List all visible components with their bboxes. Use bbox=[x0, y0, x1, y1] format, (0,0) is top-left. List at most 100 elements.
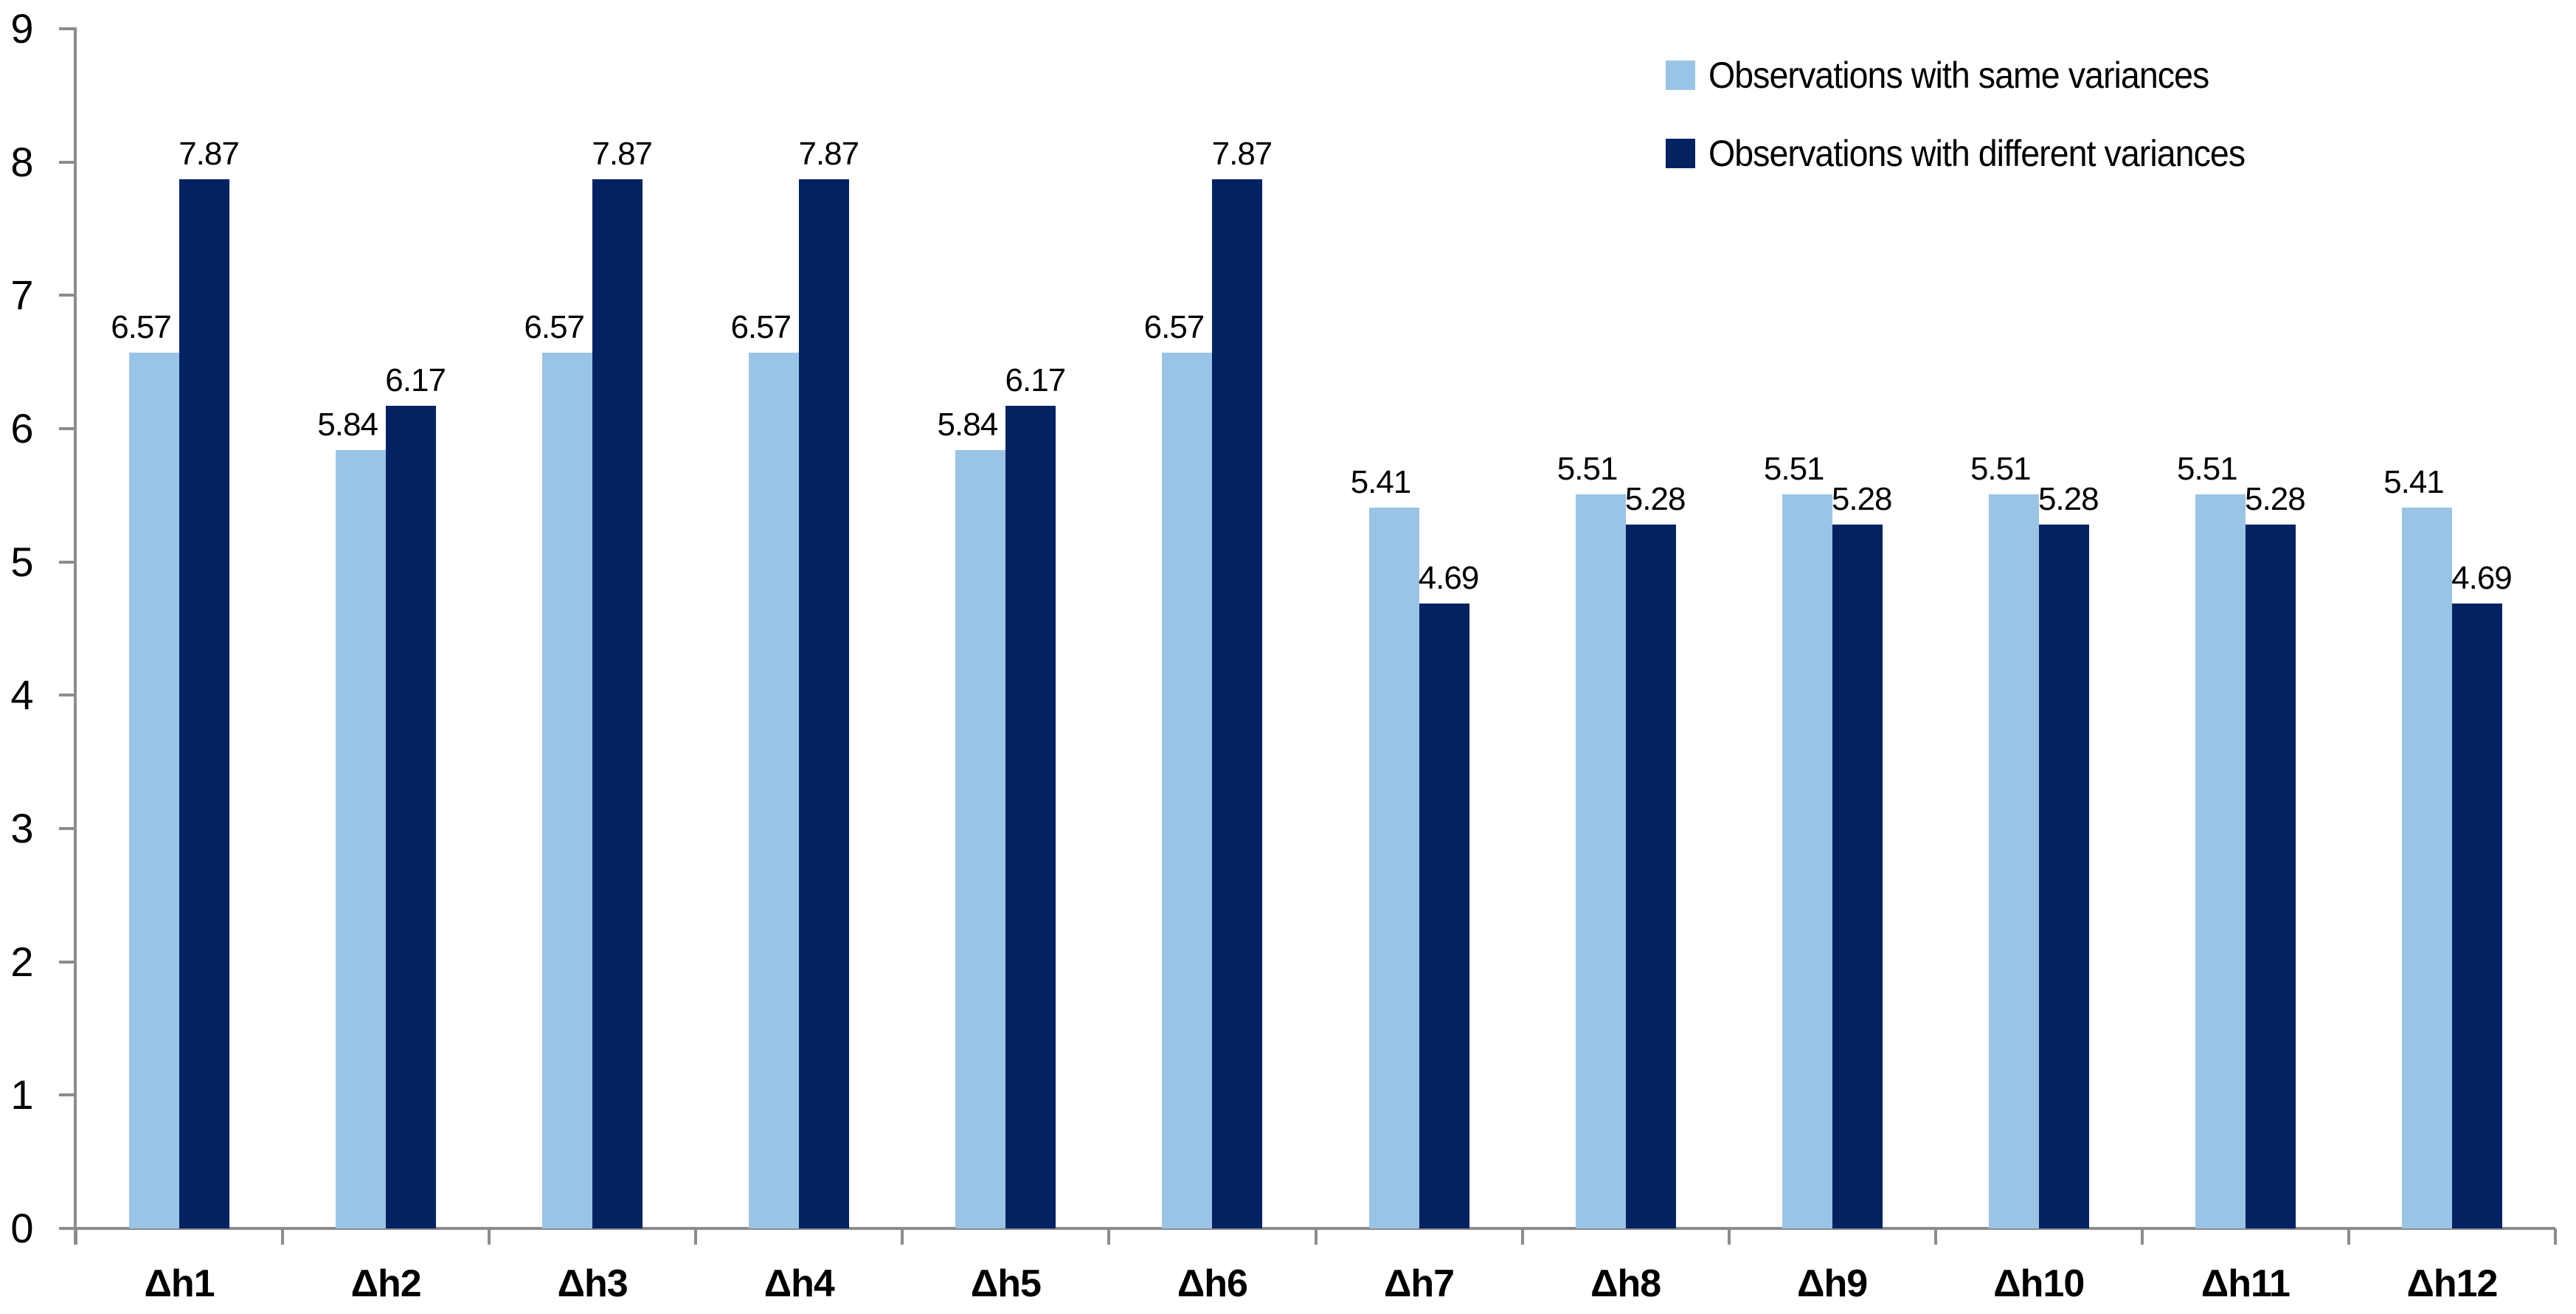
x-tick bbox=[488, 1228, 491, 1245]
legend-label-different-variances: Observations with different variances bbox=[1708, 133, 2246, 174]
bar-same-variances bbox=[2195, 494, 2246, 1228]
bar-different-variances bbox=[386, 406, 437, 1228]
x-tick bbox=[1107, 1228, 1111, 1245]
bar-same-variances bbox=[955, 449, 1006, 1228]
bar-same-variances bbox=[129, 353, 180, 1228]
y-tick bbox=[59, 27, 74, 30]
bar-value-label-same: 5.41 bbox=[2383, 463, 2445, 500]
legend-item-different-variances: Observations with different variances bbox=[1666, 133, 2285, 174]
bar-value-label-different: 7.87 bbox=[1211, 136, 1273, 173]
bar-different-variances bbox=[1832, 525, 1883, 1228]
x-category-label: Δh4 bbox=[764, 1262, 835, 1305]
bar-value-label-same: 6.57 bbox=[1143, 309, 1205, 346]
y-tick-label: 3 bbox=[10, 805, 34, 851]
legend-label-same-variances: Observations with same variances bbox=[1708, 55, 2209, 96]
legend-swatch-different-variances bbox=[1666, 139, 1695, 168]
bar-value-label-different: 4.69 bbox=[2451, 559, 2513, 596]
bar-value-label-different: 5.28 bbox=[1831, 481, 1893, 518]
bar-value-label-same: 5.41 bbox=[1350, 463, 1412, 500]
x-tick bbox=[2554, 1228, 2557, 1245]
bar-value-label-same: 5.51 bbox=[1557, 450, 1618, 487]
x-tick bbox=[694, 1228, 698, 1245]
x-category-label: Δh12 bbox=[2406, 1262, 2498, 1305]
bar-different-variances bbox=[2451, 603, 2502, 1228]
bar-value-label-same: 5.84 bbox=[317, 406, 378, 443]
bar-different-variances bbox=[1419, 603, 1469, 1228]
legend-item-same-variances: Observations with same variances bbox=[1666, 55, 2285, 96]
bar-value-label-same: 5.84 bbox=[937, 406, 999, 443]
x-category-label: Δh8 bbox=[1590, 1262, 1661, 1305]
legend-swatch-same-variances bbox=[1666, 60, 1695, 90]
bar-same-variances bbox=[749, 353, 800, 1228]
x-category-label: Δh5 bbox=[970, 1262, 1042, 1305]
x-category-label: Δh9 bbox=[1797, 1262, 1868, 1305]
y-tick-label: 4 bbox=[10, 671, 34, 719]
legend: Observations with same variances Observa… bbox=[1666, 55, 2285, 217]
x-category-label: Δh7 bbox=[1384, 1262, 1455, 1305]
bar-different-variances bbox=[592, 179, 643, 1228]
y-tick bbox=[59, 294, 74, 297]
bar-value-label-different: 7.87 bbox=[592, 136, 653, 173]
x-category-label: Δh10 bbox=[1993, 1262, 2085, 1305]
bar-different-variances bbox=[179, 179, 230, 1228]
bar-same-variances bbox=[542, 353, 593, 1228]
bar-same-variances bbox=[1368, 507, 1419, 1228]
bar-value-label-different: 7.87 bbox=[179, 136, 240, 173]
x-category-label: Δh3 bbox=[557, 1262, 629, 1305]
x-tick bbox=[75, 1228, 77, 1245]
bar-value-label-different: 7.87 bbox=[798, 136, 859, 173]
bar-value-label-different: 5.28 bbox=[2245, 481, 2306, 518]
bar-same-variances bbox=[1162, 353, 1213, 1228]
y-tick-label: 9 bbox=[10, 5, 34, 52]
y-tick-label: 0 bbox=[10, 1205, 34, 1251]
bar-different-variances bbox=[1212, 179, 1263, 1228]
x-tick bbox=[2347, 1228, 2350, 1245]
bar-same-variances bbox=[1575, 494, 1626, 1228]
y-tick bbox=[59, 694, 74, 697]
x-category-label: Δh11 bbox=[2201, 1262, 2291, 1305]
y-tick-label: 5 bbox=[10, 538, 34, 585]
x-tick bbox=[281, 1228, 285, 1245]
bar-same-variances bbox=[2401, 507, 2452, 1228]
bar-same-variances bbox=[1988, 494, 2039, 1228]
y-tick-label: 1 bbox=[10, 1071, 34, 1118]
bar-value-label-same: 5.51 bbox=[1970, 450, 2032, 487]
y-tick-label: 2 bbox=[10, 938, 34, 985]
bar-value-label-same: 6.57 bbox=[524, 309, 585, 346]
bar-value-label-different: 4.69 bbox=[1418, 559, 1480, 596]
bar-value-label-same: 5.51 bbox=[2177, 450, 2238, 487]
bar-different-variances bbox=[2245, 525, 2296, 1228]
x-category-label: Δh2 bbox=[350, 1262, 422, 1305]
x-category-label: Δh6 bbox=[1177, 1262, 1248, 1305]
y-axis-line bbox=[74, 27, 77, 1245]
x-tick bbox=[2140, 1228, 2144, 1245]
y-tick bbox=[59, 560, 74, 564]
x-tick bbox=[1933, 1228, 1937, 1245]
y-tick bbox=[59, 1093, 74, 1097]
bar-value-label-different: 6.17 bbox=[1005, 362, 1067, 399]
y-tick bbox=[59, 960, 74, 964]
x-tick bbox=[1727, 1228, 1731, 1245]
x-tick bbox=[1314, 1228, 1318, 1245]
y-tick-label: 8 bbox=[10, 138, 34, 185]
y-tick bbox=[59, 160, 74, 164]
bar-value-label-same: 6.57 bbox=[730, 309, 792, 346]
bar-value-label-same: 6.57 bbox=[111, 309, 172, 346]
x-tick bbox=[901, 1228, 904, 1245]
bar-same-variances bbox=[336, 449, 387, 1228]
bar-value-label-different: 6.17 bbox=[385, 362, 446, 399]
y-tick-label: 7 bbox=[10, 272, 34, 319]
x-axis-line bbox=[59, 1227, 2555, 1230]
x-category-label: Δh1 bbox=[144, 1262, 215, 1305]
bar-same-variances bbox=[1782, 494, 1832, 1228]
bar-different-variances bbox=[799, 179, 850, 1228]
bar-value-label-different: 5.28 bbox=[1624, 481, 1686, 518]
bar-value-label-same: 5.51 bbox=[1763, 450, 1825, 487]
bar-different-variances bbox=[1005, 406, 1056, 1228]
bar-different-variances bbox=[1625, 525, 1676, 1228]
y-tick bbox=[59, 427, 74, 430]
y-tick bbox=[59, 827, 74, 830]
bar-value-label-different: 5.28 bbox=[2037, 481, 2099, 518]
x-tick bbox=[1520, 1228, 1524, 1245]
